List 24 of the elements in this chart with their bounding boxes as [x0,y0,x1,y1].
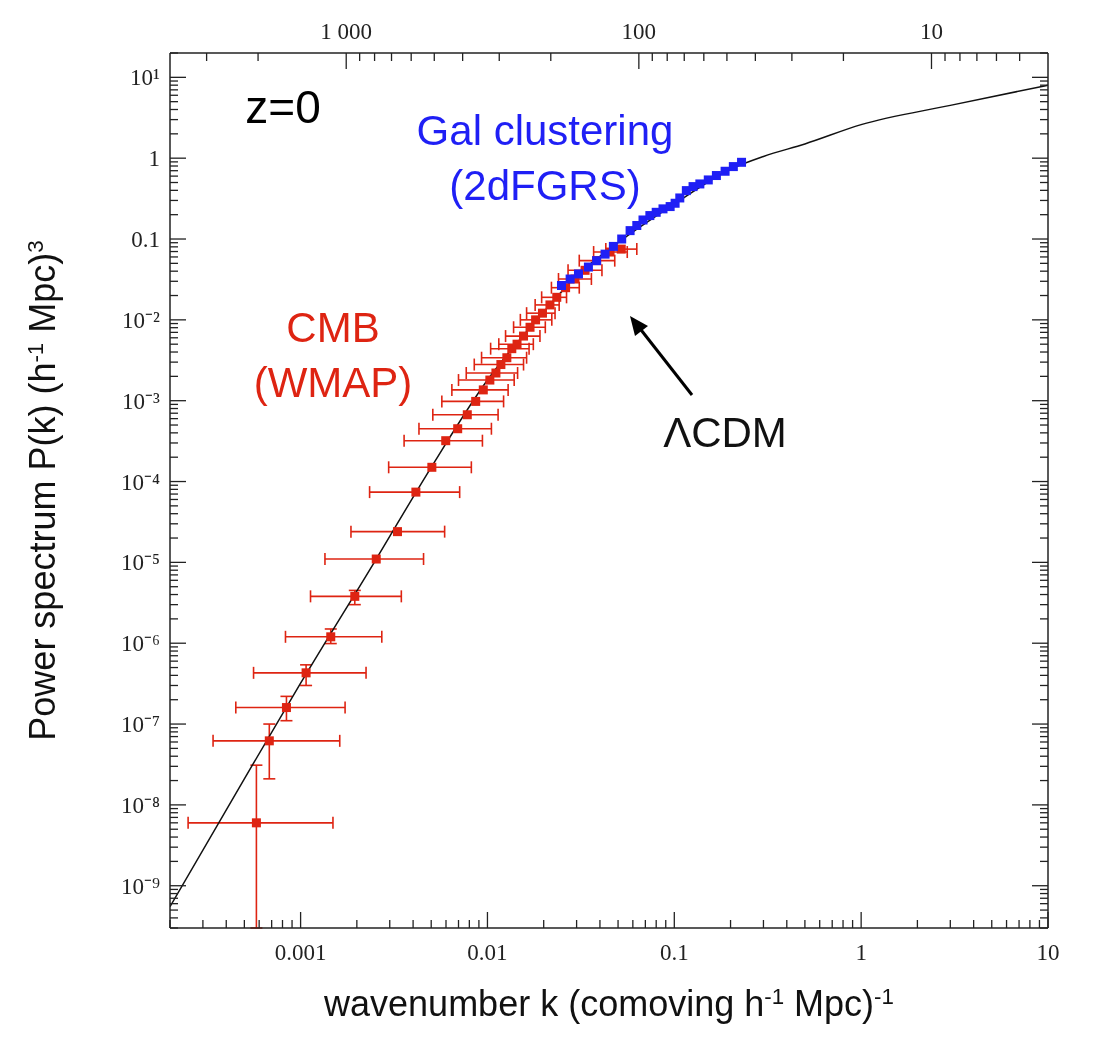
y-tick-label: 10⁻³ [122,388,161,414]
text: 1 000 [320,19,373,44]
x-tick-label: 0.001 [274,940,327,965]
y-tick-label: 10⁻⁷ [120,712,160,738]
y-tick-label: 0.1 [131,227,160,253]
y-tick-label: 10⁻⁸ [120,792,160,818]
x-tick-label: 10 [1036,940,1060,965]
x-axis-title: wavenumber k (comoving h$^{-1}$ Mpc)$^{-1}$ [323,983,894,1024]
text: 100 [621,19,657,44]
text: 10 [919,19,943,44]
y-tick-label: 10⁻⁹ [120,873,160,899]
x-tick-label: 1 [855,940,867,965]
series-label: Gal clustering (2dFGRS) [415,106,675,211]
y-tick-label: 10¹ [130,65,161,91]
text: ΛCDM [662,408,788,458]
series-label: CMB (WMAP) [252,303,414,408]
y-tick-label: 1 [148,146,160,172]
annotation: z=0 [244,80,322,135]
y-tick-label: 10⁻⁶ [120,631,160,657]
y-tick-label: 10⁻² [122,307,161,333]
x-tick-label: 0.1 [659,940,689,965]
y-tick-label: 10⁻⁵ [120,550,160,576]
x-tick-label: 0.01 [467,940,508,965]
y-tick-label: 10⁻⁴ [120,469,160,495]
